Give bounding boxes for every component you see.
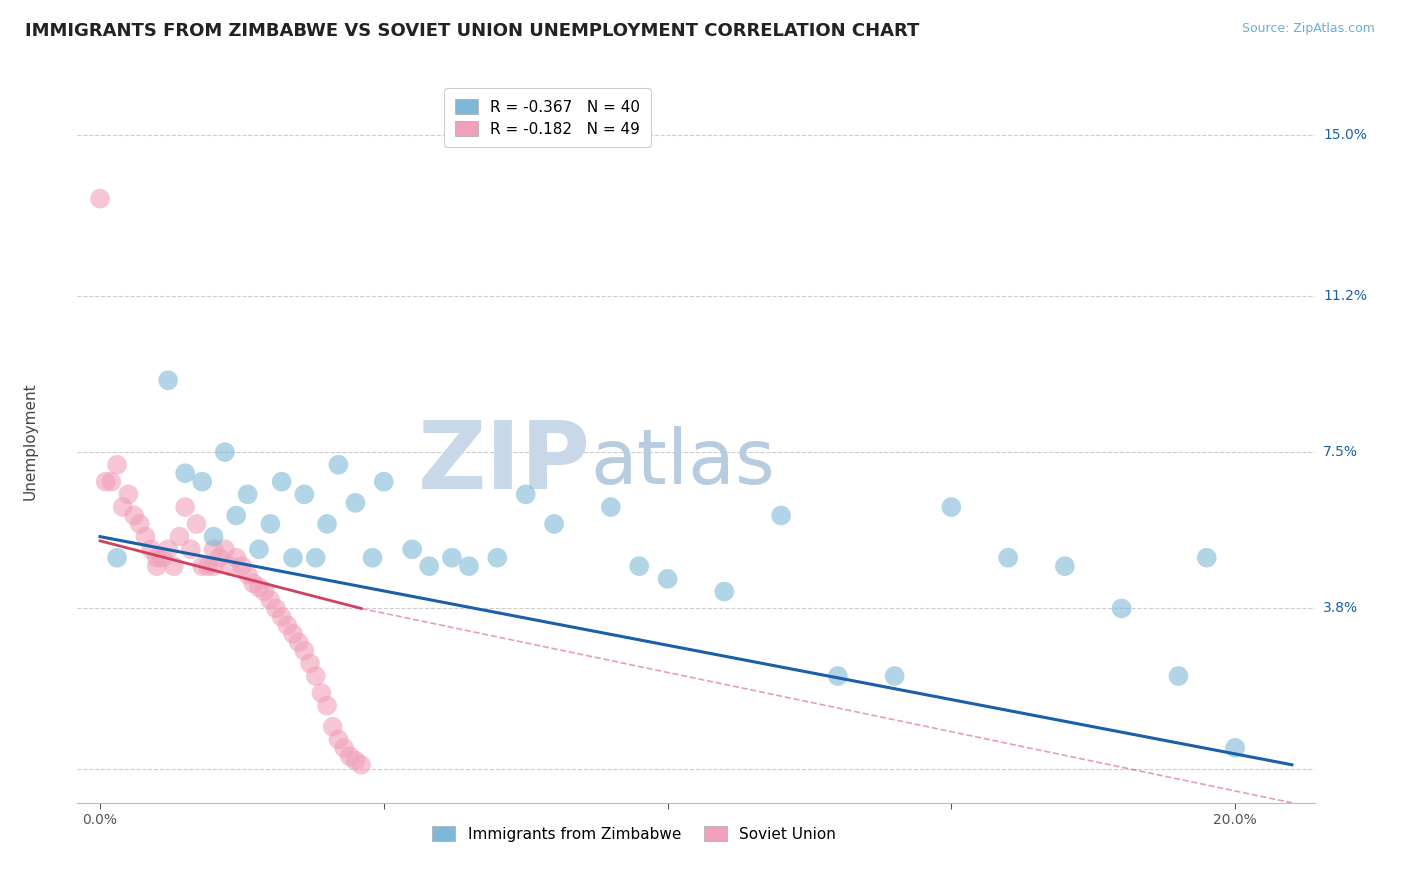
Point	[259, 593, 281, 607]
Legend: Immigrants from Zimbabwe, Soviet Union: Immigrants from Zimbabwe, Soviet Union	[425, 818, 844, 849]
Point	[333, 740, 356, 755]
Point	[100, 475, 122, 489]
Point	[197, 559, 219, 574]
Point	[253, 584, 276, 599]
Point	[163, 559, 186, 574]
Point	[174, 467, 197, 481]
Point	[1111, 601, 1133, 615]
Point	[219, 559, 242, 574]
Text: Source: ZipAtlas.com: Source: ZipAtlas.com	[1241, 22, 1375, 36]
Point	[259, 516, 281, 531]
Point	[418, 559, 440, 574]
Point	[236, 567, 259, 582]
Point	[174, 500, 197, 514]
Point	[122, 508, 145, 523]
Text: IMMIGRANTS FROM ZIMBABWE VS SOVIET UNION UNEMPLOYMENT CORRELATION CHART: IMMIGRANTS FROM ZIMBABWE VS SOVIET UNION…	[25, 22, 920, 40]
Point	[401, 542, 423, 557]
Point	[344, 496, 367, 510]
Point	[373, 475, 395, 489]
Text: 3.8%: 3.8%	[1323, 601, 1358, 615]
Point	[997, 550, 1019, 565]
Point	[299, 657, 322, 671]
Point	[1195, 550, 1218, 565]
Point	[941, 500, 963, 514]
Point	[202, 559, 225, 574]
Text: Unemployment: Unemployment	[22, 383, 38, 500]
Point	[146, 559, 169, 574]
Point	[208, 550, 231, 565]
Point	[202, 530, 225, 544]
Point	[117, 487, 139, 501]
Point	[247, 542, 270, 557]
Point	[146, 550, 169, 565]
Point	[225, 550, 247, 565]
Point	[214, 445, 236, 459]
Text: 7.5%: 7.5%	[1323, 445, 1358, 459]
Point	[225, 508, 247, 523]
Point	[105, 550, 128, 565]
Text: 15.0%: 15.0%	[1323, 128, 1367, 142]
Point	[236, 487, 259, 501]
Point	[111, 500, 134, 514]
Point	[328, 458, 350, 472]
Point	[543, 516, 565, 531]
Point	[440, 550, 463, 565]
Point	[231, 559, 253, 574]
Point	[128, 516, 150, 531]
Point	[191, 559, 214, 574]
Point	[191, 475, 214, 489]
Point	[1223, 740, 1246, 755]
Point	[214, 542, 236, 557]
Point	[292, 487, 315, 501]
Point	[350, 757, 373, 772]
Point	[292, 643, 315, 657]
Point	[458, 559, 481, 574]
Point	[1053, 559, 1076, 574]
Text: 11.2%: 11.2%	[1323, 289, 1367, 302]
Point	[247, 580, 270, 594]
Point	[157, 373, 180, 387]
Point	[186, 516, 208, 531]
Point	[242, 576, 264, 591]
Text: ZIP: ZIP	[418, 417, 591, 509]
Point	[157, 542, 180, 557]
Point	[94, 475, 117, 489]
Point	[281, 627, 304, 641]
Point	[180, 542, 202, 557]
Point	[287, 635, 309, 649]
Point	[657, 572, 679, 586]
Point	[486, 550, 509, 565]
Point	[139, 542, 162, 557]
Point	[202, 542, 225, 557]
Point	[276, 618, 298, 632]
Point	[770, 508, 793, 523]
Point	[713, 584, 735, 599]
Point	[311, 686, 333, 700]
Point	[339, 749, 361, 764]
Point	[515, 487, 537, 501]
Point	[883, 669, 905, 683]
Point	[316, 516, 339, 531]
Point	[1167, 669, 1189, 683]
Point	[264, 601, 287, 615]
Text: atlas: atlas	[591, 426, 776, 500]
Point	[169, 530, 191, 544]
Point	[134, 530, 156, 544]
Point	[152, 550, 174, 565]
Point	[328, 732, 350, 747]
Point	[827, 669, 849, 683]
Point	[599, 500, 621, 514]
Point	[305, 669, 328, 683]
Point	[316, 698, 339, 713]
Point	[281, 550, 304, 565]
Point	[305, 550, 328, 565]
Point	[628, 559, 651, 574]
Point	[270, 475, 292, 489]
Point	[105, 458, 128, 472]
Point	[344, 754, 367, 768]
Point	[89, 192, 111, 206]
Point	[270, 610, 292, 624]
Point	[361, 550, 384, 565]
Point	[322, 720, 344, 734]
